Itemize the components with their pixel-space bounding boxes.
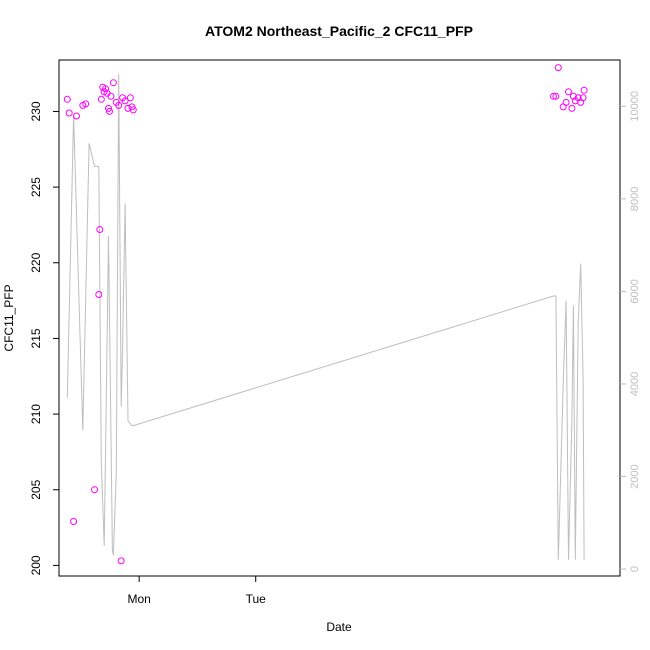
- y-tick-label: 210: [29, 404, 43, 424]
- chart-title: ATOM2 Northeast_Pacific_2 CFC11_PFP: [205, 23, 473, 39]
- data-point: [70, 518, 78, 525]
- right-tick-label: 2000: [629, 464, 641, 488]
- y-axis-label: CFC11_PFP: [2, 284, 16, 351]
- x-tick-label: Mon: [127, 592, 150, 606]
- data-point: [105, 104, 112, 112]
- y-tick-label: 225: [29, 177, 43, 197]
- y-tick-label: 200: [29, 555, 43, 575]
- right-tick-label: 10000: [629, 91, 641, 122]
- data-point: [95, 291, 103, 298]
- data-point: [580, 86, 588, 94]
- y-tick-label: 230: [29, 101, 43, 121]
- right-tick-label: 0: [629, 566, 641, 572]
- y-tick-label: 205: [29, 479, 43, 499]
- data-point: [562, 98, 570, 106]
- data-point: [102, 85, 110, 93]
- plot-area-border: [58, 59, 621, 577]
- data-point: [96, 226, 104, 233]
- left-y-axis: 200 205 210 215 220 225 230: [29, 101, 59, 575]
- data-point: [568, 104, 576, 112]
- data-point: [565, 88, 572, 96]
- data-point: [552, 92, 560, 100]
- data-point: [91, 486, 98, 494]
- data-point: [109, 79, 117, 87]
- right-tick-label: 8000: [629, 187, 641, 211]
- data-point: [126, 94, 134, 102]
- data-point: [579, 94, 587, 102]
- data-point: [121, 97, 129, 105]
- data-point: [97, 95, 105, 103]
- data-point: [117, 557, 125, 565]
- series-line: [66, 73, 585, 560]
- x-axis-label: Date: [326, 620, 352, 634]
- y-tick-label: 215: [29, 328, 43, 348]
- data-point: [129, 106, 137, 114]
- data-point: [82, 100, 90, 108]
- data-point: [73, 112, 80, 120]
- data-point: [554, 64, 562, 72]
- right-tick-label: 4000: [629, 372, 641, 396]
- data-point: [569, 92, 577, 100]
- data-point: [106, 107, 113, 115]
- right-tick-label: 6000: [629, 279, 641, 303]
- data-point: [65, 109, 73, 117]
- data-point: [63, 95, 71, 103]
- x-axis: Mon Tue: [127, 576, 266, 606]
- data-point: [550, 92, 557, 100]
- x-tick-label: Tue: [246, 592, 267, 606]
- y-tick-label: 220: [29, 252, 43, 272]
- data-point: [107, 92, 115, 100]
- series-layer: [63, 64, 588, 565]
- right-y-axis: 0 2000 4000 6000 8000 10000: [620, 91, 641, 572]
- data-point: [115, 101, 123, 109]
